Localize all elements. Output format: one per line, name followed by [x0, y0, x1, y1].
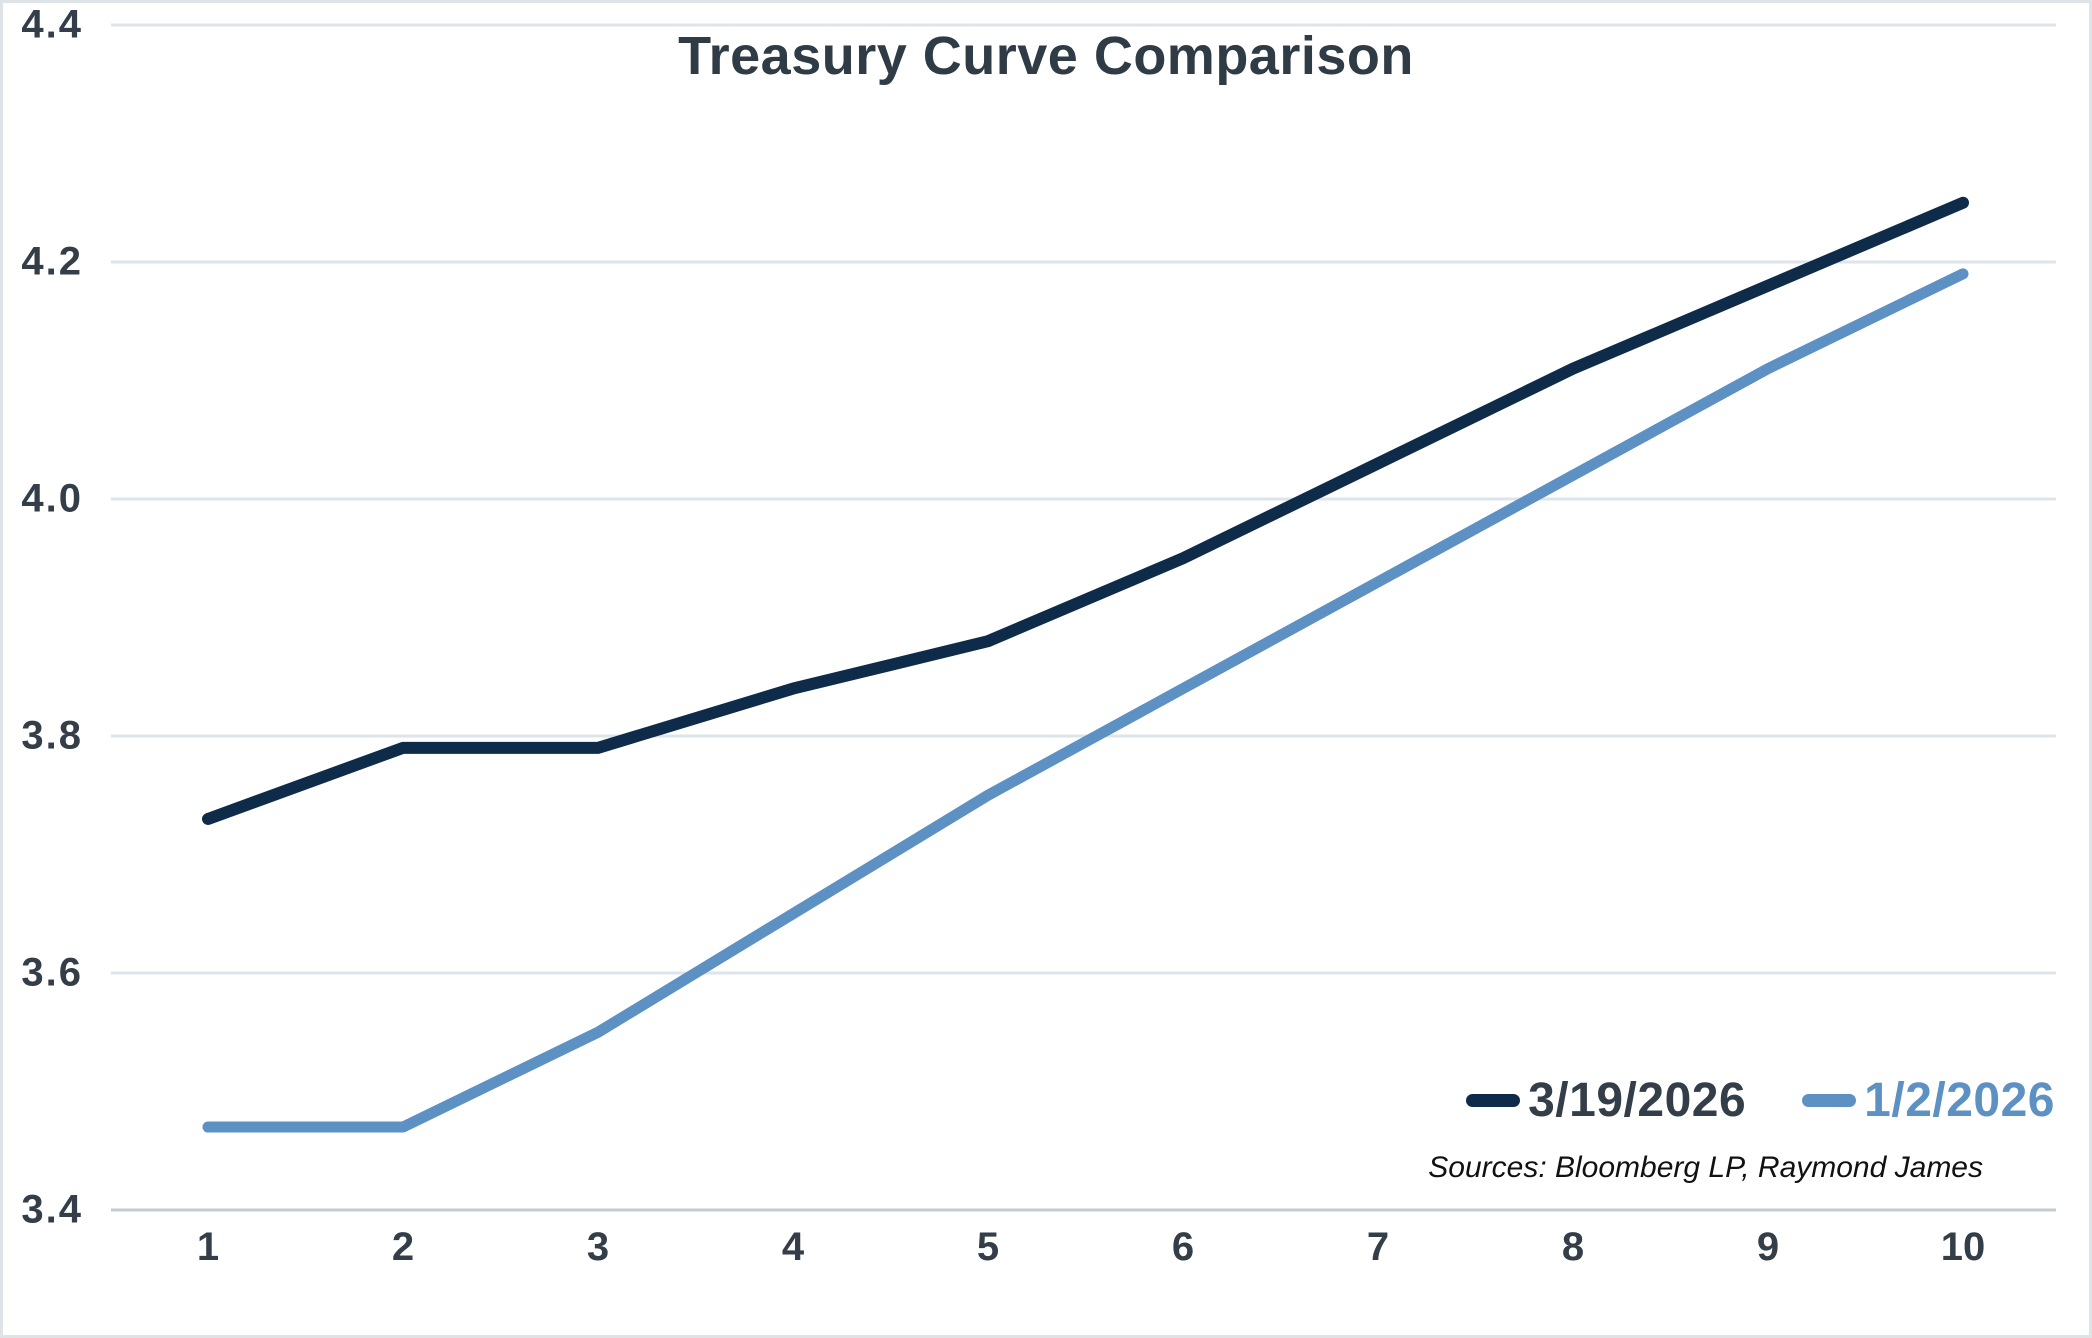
series-line-1-2-2026: [202, 268, 1969, 1133]
legend: 3/19/2026 1/2/2026: [1466, 1073, 2055, 1128]
y-tick-label: 4.4: [21, 2, 83, 47]
x-tick-label: 2: [391, 1225, 415, 1269]
y-tick-label: 4.2: [21, 239, 83, 284]
legend-label: 1/2/2026: [1864, 1074, 2055, 1127]
legend-swatch-icon: [1802, 1094, 1857, 1107]
x-tick-label: 5: [976, 1225, 1000, 1269]
sources-note: Sources: Bloomberg LP, Raymond James: [1428, 1151, 1983, 1184]
x-tick-label: 10: [1940, 1225, 1986, 1269]
legend-item-3-19-2026: 3/19/2026: [1466, 1073, 1746, 1128]
y-tick-label: 3.6: [21, 950, 83, 995]
x-tick-label: 4: [781, 1225, 805, 1269]
y-tick-label: 3.4: [21, 1187, 83, 1232]
x-tick-label: 3: [586, 1225, 610, 1269]
legend-swatch-icon: [1466, 1094, 1521, 1107]
y-tick-label: 4.0: [21, 476, 83, 521]
x-tick-label: 1: [196, 1225, 220, 1269]
y-tick-label: 3.8: [21, 713, 83, 758]
x-tick-label: 9: [1756, 1225, 1780, 1269]
legend-label: 3/19/2026: [1528, 1074, 1747, 1127]
legend-item-1-2-2026: 1/2/2026: [1802, 1073, 2055, 1128]
series-line-3-19-2026: [202, 196, 1969, 825]
x-tick-label: 7: [1366, 1225, 1390, 1269]
chart-title: Treasury Curve Comparison: [678, 26, 1414, 86]
x-tick-label: 8: [1561, 1225, 1585, 1269]
x-tick-label: 6: [1171, 1225, 1195, 1269]
plot-area: [111, 23, 2056, 1212]
